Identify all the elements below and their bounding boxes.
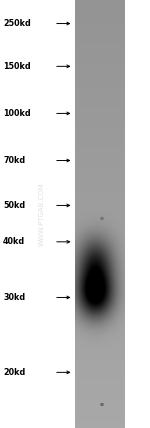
- Text: 100kd: 100kd: [3, 109, 31, 118]
- Text: 150kd: 150kd: [3, 62, 31, 71]
- Text: 50kd: 50kd: [3, 201, 25, 210]
- Text: WWW.PTGAB.COM: WWW.PTGAB.COM: [39, 182, 45, 246]
- Text: 30kd: 30kd: [3, 293, 25, 302]
- Text: 250kd: 250kd: [3, 19, 31, 28]
- Text: 20kd: 20kd: [3, 368, 25, 377]
- Text: 70kd: 70kd: [3, 156, 25, 165]
- Text: 40kd: 40kd: [3, 237, 25, 247]
